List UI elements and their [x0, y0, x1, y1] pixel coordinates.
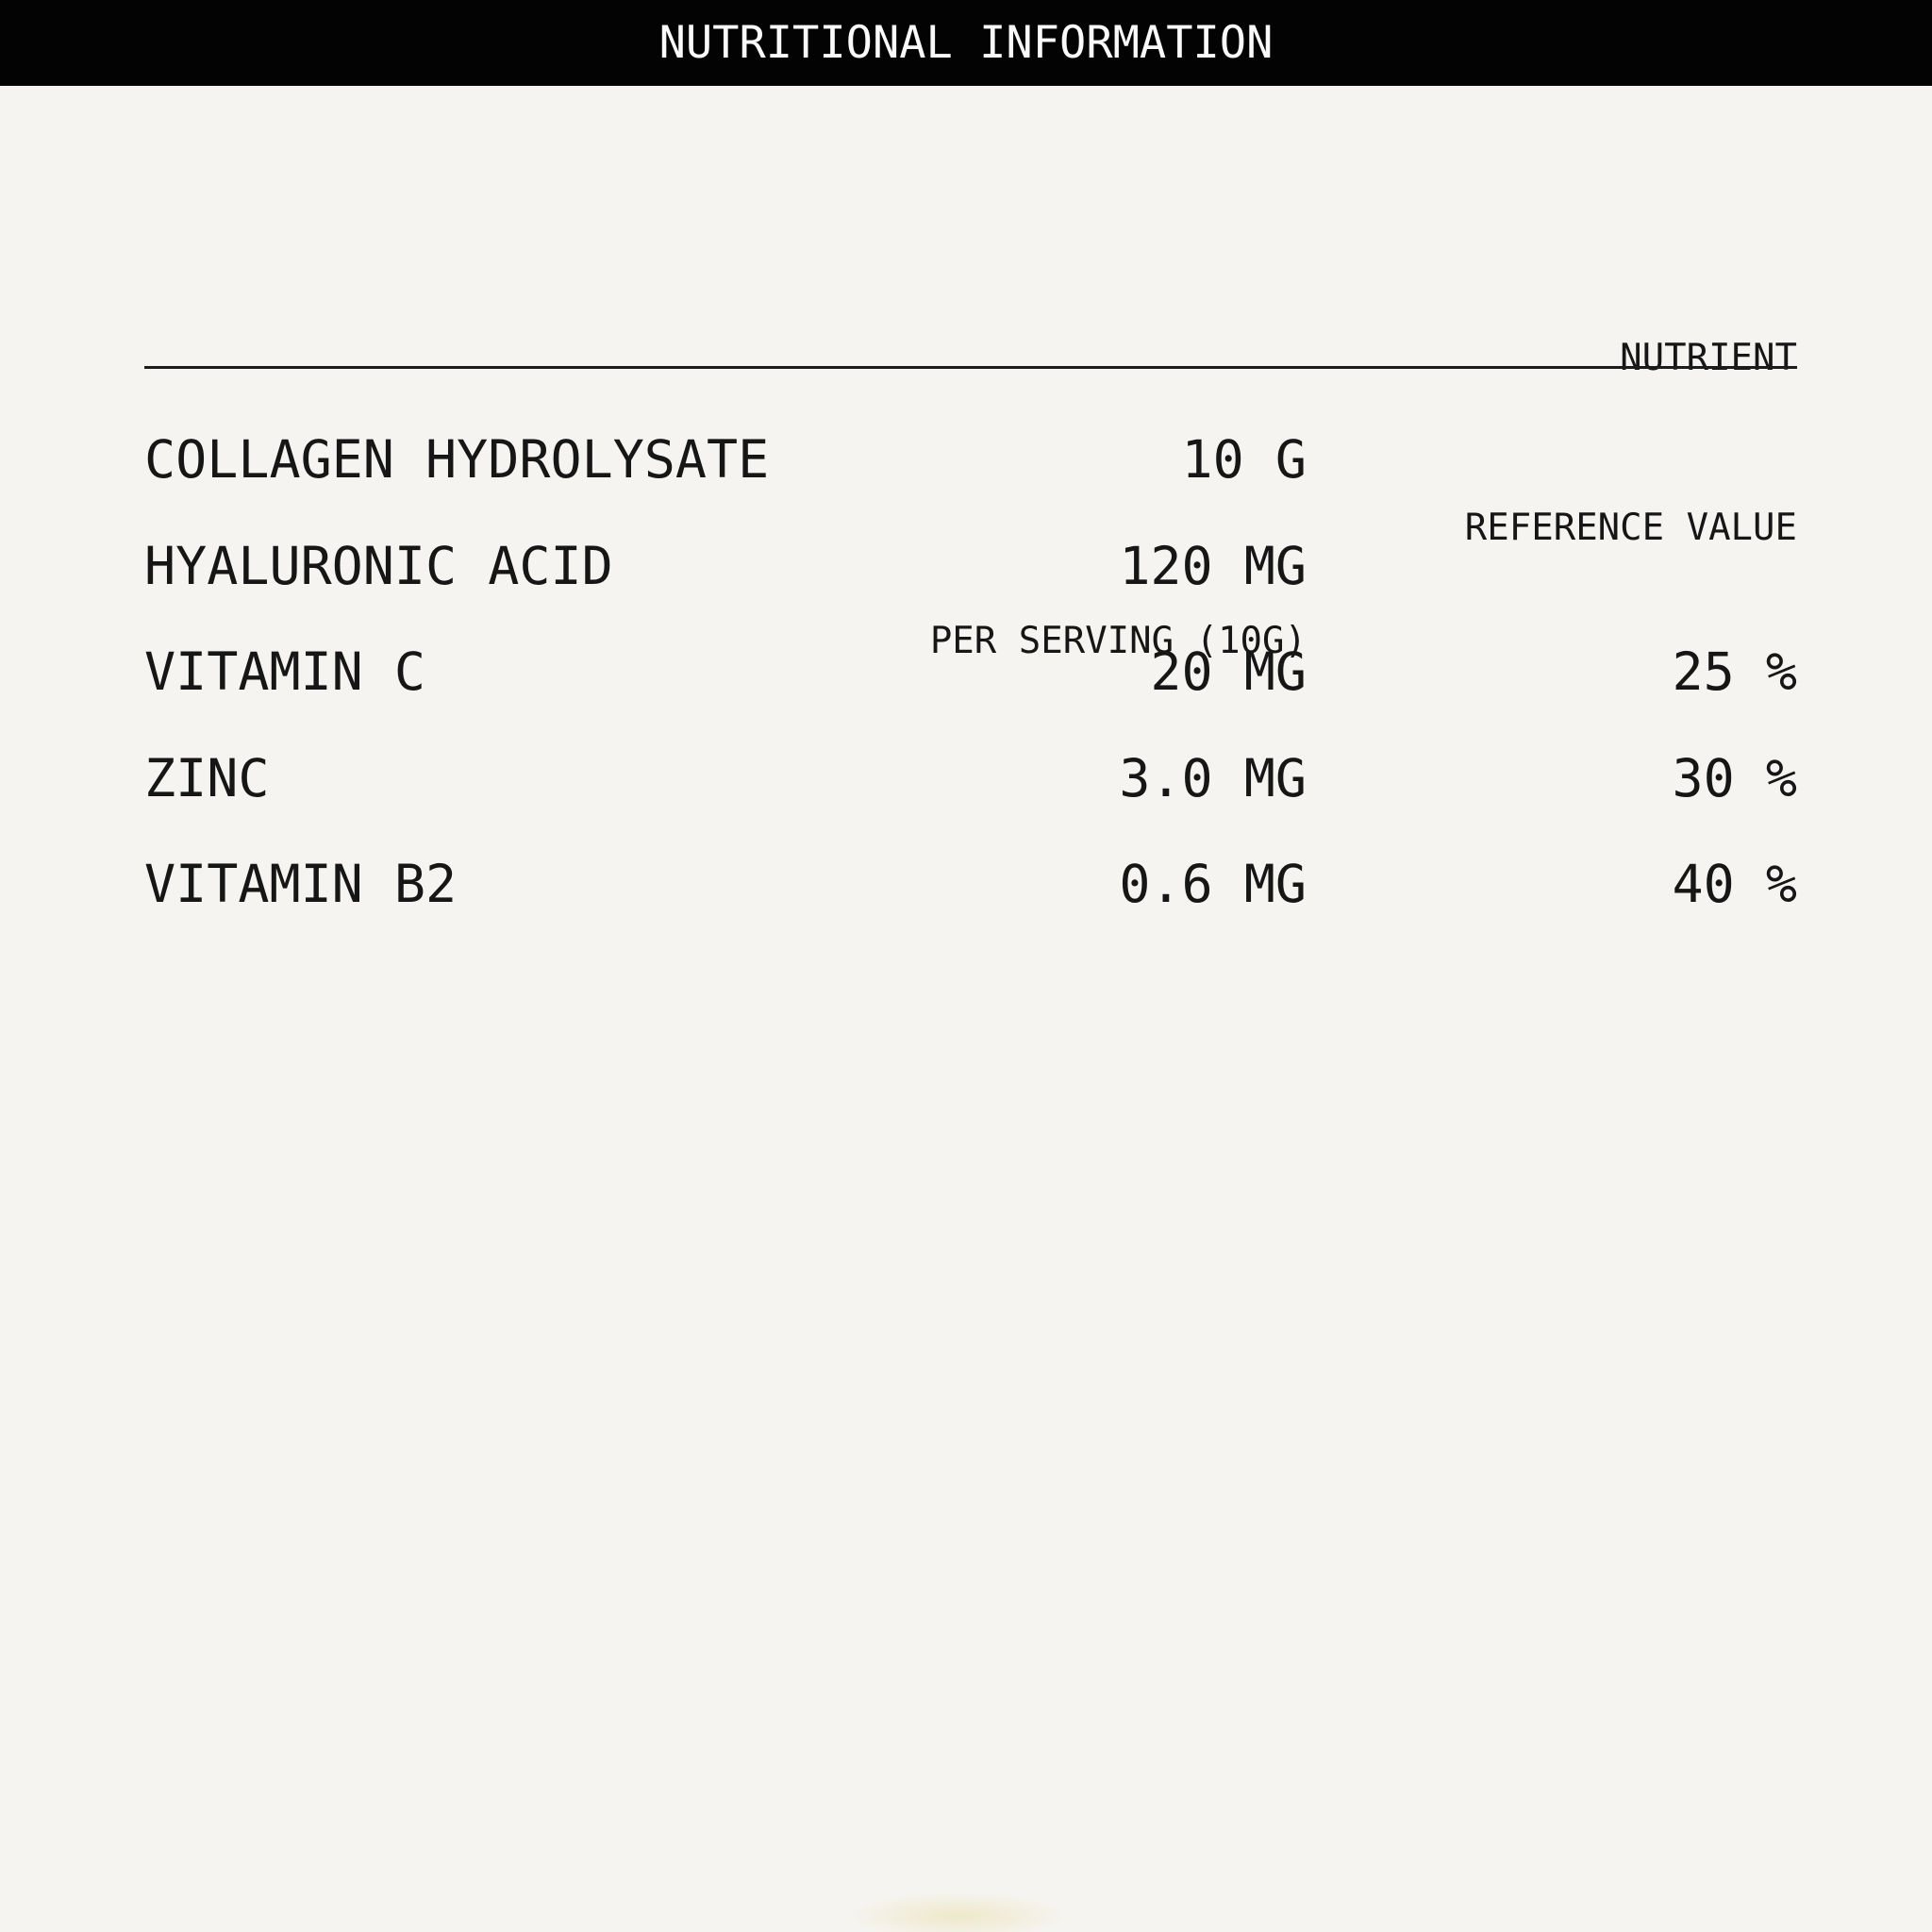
table-row: VITAMIN C 20 MG 25 %	[144, 619, 1797, 725]
per-serving-value-cell: 10 G	[1181, 429, 1307, 491]
column-header-nutrient-reference-value: NUTRIENT REFERENCE VALUE	[1307, 217, 1797, 670]
title-bar: NUTRITIONAL INFORMATION	[0, 0, 1932, 86]
nrv-percent-cell: 30 %	[1672, 747, 1797, 808]
nutrient-name-cell: VITAMIN C	[144, 641, 426, 703]
page-title: NUTRITIONAL INFORMATION	[658, 17, 1274, 69]
table-row: VITAMIN B2 0.6 MG 40 %	[144, 831, 1797, 938]
table-row: HYALURONIC ACID 120 MG	[144, 513, 1797, 620]
paper-smudge-decoration	[802, 1883, 1113, 1932]
nutrient-name-cell: COLLAGEN HYDROLYSATE	[144, 429, 770, 491]
column-header-nrv-line1: NUTRIENT	[1620, 337, 1797, 379]
nutrient-name-cell: VITAMIN B2	[144, 854, 458, 915]
per-serving-value-cell: 20 MG	[1150, 641, 1307, 703]
column-header-per-serving: PER SERVING (10G)	[929, 620, 1307, 662]
nrv-percent-cell: 25 %	[1672, 641, 1797, 703]
per-serving-value-cell: 0.6 MG	[1119, 854, 1307, 915]
nutrient-name-cell: HYALURONIC ACID	[144, 535, 613, 596]
per-serving-value-cell: 120 MG	[1119, 535, 1307, 596]
column-header-nrv-line2: REFERENCE VALUE	[1464, 507, 1797, 549]
nrv-percent-cell: 40 %	[1672, 854, 1797, 915]
table-row: ZINC 3.0 MG 30 %	[144, 725, 1797, 832]
table-row: COLLAGEN HYDROLYSATE 10 G	[144, 407, 1797, 513]
flavor-text: FLAVORLESS	[144, 1921, 613, 1932]
table-header-row: PER SERVING (10G) NUTRIENT REFERENCE VAL…	[144, 217, 1797, 662]
header-divider-rule	[144, 366, 1797, 369]
nutrient-table-body: COLLAGEN HYDROLYSATE 10 G HYALURONIC ACI…	[144, 407, 1797, 938]
per-serving-value-cell: 3.0 MG	[1119, 747, 1307, 808]
nutrient-name-cell: ZINC	[144, 747, 270, 808]
footer-block: FLAVORLESS CONTENTS: 300 G	[144, 1724, 613, 1932]
